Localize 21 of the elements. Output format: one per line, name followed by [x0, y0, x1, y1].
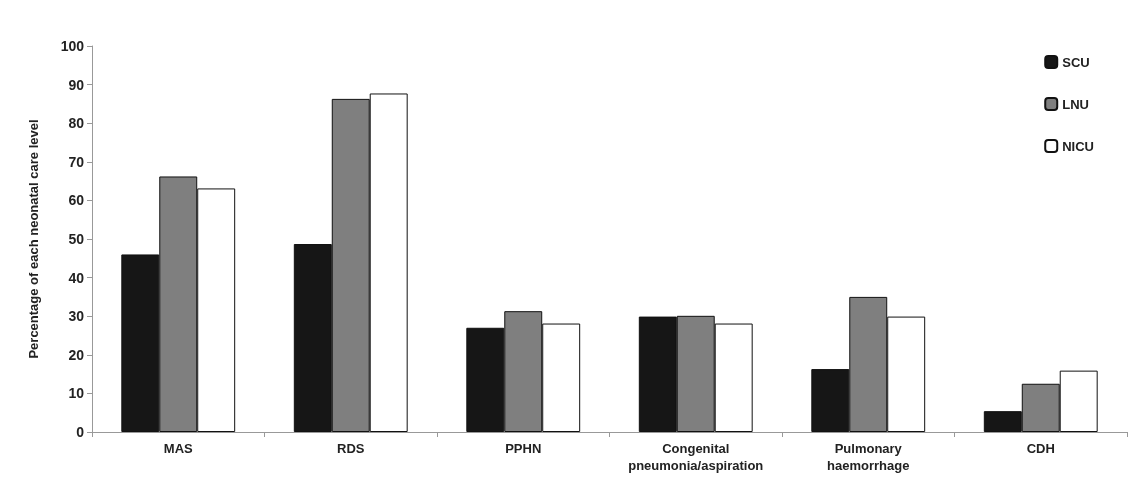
x-tick-label: Pulmonary haemorrhage [827, 441, 910, 473]
y-axis-title: Percentage of each neonatal care level [26, 119, 41, 359]
y-tick-label: 10 [68, 385, 85, 402]
y-tick-label: 40 [68, 269, 85, 286]
x-tick-label: Congenital pneumonia/aspiration [628, 441, 764, 473]
x-tick-label: RDS [337, 441, 365, 456]
y-tick-label: 30 [68, 308, 85, 325]
y-tick-label: 80 [68, 115, 85, 132]
y-tick-label: 0 [76, 424, 85, 440]
x-tick-label: PPHN [505, 441, 542, 456]
x-tick-label: MAS [163, 441, 194, 456]
x-tick-label: CDH [1026, 441, 1055, 456]
y-tick-label: 90 [68, 76, 85, 93]
y-tick-label: 60 [68, 192, 85, 209]
legend-label: LNU [1062, 96, 1089, 112]
y-tick-label: 20 [68, 346, 85, 363]
y-tick-label: 70 [68, 153, 85, 170]
y-tick-label: 100 [60, 38, 85, 54]
legend-label: SCU [1062, 54, 1090, 70]
legend-label: NICU [1062, 138, 1094, 154]
y-tick-label: 50 [68, 231, 85, 247]
